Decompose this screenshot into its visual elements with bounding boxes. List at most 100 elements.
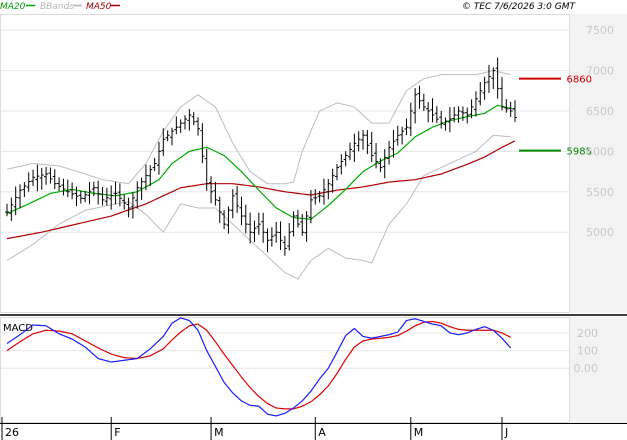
price-tick-6000: 6000 [586, 145, 614, 158]
ohlc-bar [78, 190, 83, 204]
ohlc-bar [321, 178, 326, 205]
ohlc-bar [148, 165, 153, 187]
price-grid [1, 29, 569, 233]
ohlc-bar [356, 131, 361, 152]
ohlc-bar [317, 191, 322, 203]
ohlc-bar [187, 109, 192, 131]
price-tick-7000: 7000 [586, 65, 614, 78]
ohlc-bar [369, 131, 374, 163]
ma20-line [6, 104, 516, 220]
ohlc-bar [482, 76, 487, 100]
ohlc-bar [513, 100, 517, 122]
macd-tick-2: 0.00 [574, 362, 599, 375]
macd-axis-panel [570, 317, 627, 423]
ma50-line [6, 140, 516, 240]
legend-ma50-label: MA50 [86, 2, 112, 12]
ohlc-bar [452, 106, 457, 123]
ohlc-bar [495, 57, 500, 99]
macd-plot-frame [0, 317, 570, 423]
ohlc-bar [83, 190, 88, 203]
ohlc-bar [278, 221, 283, 250]
ohlc-bar [222, 210, 227, 229]
price-tick-6500: 6500 [586, 105, 614, 118]
ohlc-bar [139, 177, 144, 201]
level-label-0: 6860 [567, 75, 592, 86]
ohlc-bar [395, 125, 400, 146]
ohlc-bar [326, 179, 331, 200]
macd-lines [6, 317, 512, 417]
ohlc-bar [39, 167, 44, 190]
price-tick-5500: 5500 [586, 186, 614, 199]
macd-line [6, 317, 512, 417]
ohlc-bar [365, 129, 370, 155]
ohlc-bar [26, 172, 31, 192]
ohlc-bar [178, 119, 183, 133]
ohlc-bar [44, 167, 49, 185]
month-axis-panel [0, 423, 627, 440]
ohlc-bar [447, 107, 452, 133]
legend-bbands-label: BBands [40, 2, 74, 12]
header-legend: MA20 BBands MA50 © TEC 7/6/2026 3:0 GMT [0, 2, 576, 12]
ohlc-bar [473, 91, 478, 117]
ohlc-bar [196, 117, 201, 136]
ohlc-bar [135, 181, 140, 209]
ohlc-bar [343, 151, 348, 167]
ohlc-bar [31, 169, 36, 187]
price-tick-7500: 7500 [586, 24, 614, 37]
ohlc-bar [130, 192, 135, 219]
ohlc-bar [417, 85, 422, 109]
ohlc-bar [261, 212, 266, 243]
price-axis-panel [570, 14, 627, 313]
ohlc-bar [287, 223, 292, 251]
ohlc-bar [9, 197, 14, 221]
ohlc-bar [469, 99, 474, 119]
month-label-5: J [504, 426, 508, 439]
axis-labels: 5000 5500 6000 6500 7000 7500 200 100 0.00 [574, 24, 615, 375]
ohlc-bar [460, 106, 465, 121]
ohlc-bar [291, 211, 296, 237]
ohlc-bar [18, 184, 23, 209]
ohlc-bar [96, 180, 101, 205]
ohlc-bar [382, 148, 387, 179]
ohlc-bar [274, 222, 279, 243]
price-plot-frame [0, 14, 570, 313]
ohlc-bar [109, 185, 114, 210]
ohlc-bar [239, 196, 244, 226]
ohlc-bar [217, 196, 222, 224]
ohlc-bar [265, 228, 270, 253]
ohlc-bar [313, 189, 318, 205]
bollinger-bands [6, 70, 511, 280]
month-label-3: A [318, 426, 326, 439]
ohlc-bar [169, 127, 174, 146]
ohlc-bar [465, 107, 470, 124]
ohlc-bar [226, 206, 231, 234]
legend-ma20-label: MA20 [0, 2, 26, 12]
ohlc-bar [235, 185, 240, 213]
ohlc-bar [256, 212, 261, 235]
ohlc-bar [339, 154, 344, 175]
ohlc-bar [248, 212, 253, 244]
ohlc-bar [35, 164, 40, 192]
ohlc-bar [100, 186, 105, 206]
ohlc-bar [269, 227, 274, 247]
ohlc-bar [426, 102, 431, 123]
ohlc-bar [486, 64, 491, 93]
ohlc-bar [408, 102, 413, 137]
macd-tick-1: 100 [577, 345, 598, 358]
ohlc-bar [87, 181, 92, 205]
level-label-1: 5985 [567, 147, 592, 158]
macd-title: MACD [3, 323, 33, 334]
ohlc-bar [413, 88, 418, 124]
ohlc-bar [117, 183, 122, 207]
ohlc-bar [156, 141, 161, 175]
ohlc-bar [13, 186, 18, 216]
ohlc-bar [387, 140, 392, 165]
ohlc-bar [122, 194, 127, 210]
ohlc-bar [295, 209, 300, 228]
ohlc-bar [70, 182, 75, 200]
ohlc-bar [348, 142, 353, 161]
ohlc-bar [183, 115, 188, 130]
price-levels: 6860 5985 [519, 75, 592, 158]
ohlc-bar [161, 128, 166, 156]
ohlc-bar [456, 106, 461, 123]
